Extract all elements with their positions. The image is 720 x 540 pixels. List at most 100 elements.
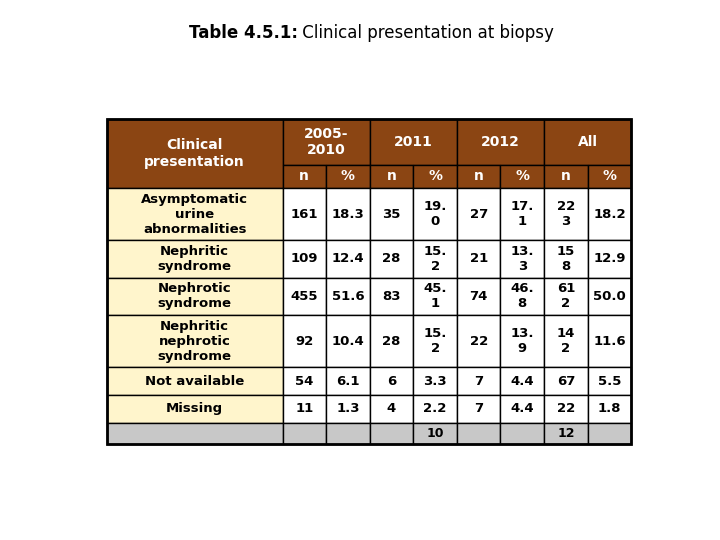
Text: 4: 4 <box>387 402 396 415</box>
Bar <box>369 278 413 315</box>
Bar <box>457 423 500 443</box>
Text: 28: 28 <box>382 253 401 266</box>
Text: %: % <box>603 170 616 184</box>
Text: 6: 6 <box>387 375 396 388</box>
Bar <box>326 165 369 188</box>
Text: 7: 7 <box>474 375 483 388</box>
Text: 15
8: 15 8 <box>557 245 575 273</box>
Bar <box>369 188 413 240</box>
Bar <box>457 119 544 165</box>
Text: Asymptomatic
urine
abnormalities: Asymptomatic urine abnormalities <box>141 193 248 236</box>
Text: %: % <box>428 170 442 184</box>
Bar <box>326 395 369 423</box>
Bar <box>107 395 282 423</box>
Text: 67: 67 <box>557 375 575 388</box>
Text: 19.
0: 19. 0 <box>423 200 447 228</box>
Text: Missing: Missing <box>166 402 223 415</box>
Bar <box>413 423 457 443</box>
Text: 83: 83 <box>382 290 401 303</box>
Text: Nephrotic
syndrome: Nephrotic syndrome <box>158 282 232 310</box>
Bar <box>369 367 413 395</box>
Text: 21: 21 <box>469 253 488 266</box>
Bar <box>588 367 631 395</box>
Text: 10: 10 <box>426 427 444 440</box>
Bar <box>544 240 588 278</box>
Bar <box>369 315 413 367</box>
Text: 28: 28 <box>382 335 401 348</box>
Bar <box>326 367 369 395</box>
Text: Not available: Not available <box>145 375 244 388</box>
Text: n: n <box>387 170 397 184</box>
Text: n: n <box>474 170 484 184</box>
Bar <box>369 240 413 278</box>
Text: %: % <box>341 170 355 184</box>
Bar <box>107 188 282 240</box>
Bar <box>457 240 500 278</box>
Bar <box>282 367 326 395</box>
Text: 161: 161 <box>291 208 318 221</box>
Bar <box>500 165 544 188</box>
Bar <box>107 367 282 395</box>
Text: 17.
1: 17. 1 <box>510 200 534 228</box>
Bar <box>326 315 369 367</box>
Bar <box>588 315 631 367</box>
Bar <box>107 240 282 278</box>
Bar <box>457 315 500 367</box>
Text: Clinical
presentation: Clinical presentation <box>144 138 245 168</box>
Bar <box>500 240 544 278</box>
Text: 13.
9: 13. 9 <box>510 327 534 355</box>
Bar <box>500 423 544 443</box>
Text: 12.4: 12.4 <box>332 253 364 266</box>
Bar <box>326 240 369 278</box>
Text: 4.4: 4.4 <box>510 402 534 415</box>
Text: 2012: 2012 <box>481 134 520 149</box>
Bar <box>413 240 457 278</box>
Text: 3.3: 3.3 <box>423 375 447 388</box>
Text: 13.
3: 13. 3 <box>510 245 534 273</box>
Text: Table 4.5.1:: Table 4.5.1: <box>189 24 298 42</box>
Text: Nephritic
nephrotic
syndrome: Nephritic nephrotic syndrome <box>158 320 232 362</box>
Bar <box>457 367 500 395</box>
Text: 18.3: 18.3 <box>331 208 364 221</box>
Bar <box>588 278 631 315</box>
Text: 2005-
2010: 2005- 2010 <box>304 126 348 157</box>
Text: 6.1: 6.1 <box>336 375 360 388</box>
Bar <box>107 119 631 443</box>
Bar <box>282 315 326 367</box>
Bar <box>413 315 457 367</box>
Bar <box>282 165 326 188</box>
Bar <box>369 423 413 443</box>
Text: 22
3: 22 3 <box>557 200 575 228</box>
Text: 1.3: 1.3 <box>336 402 360 415</box>
Text: 4.4: 4.4 <box>510 375 534 388</box>
Text: %: % <box>516 170 529 184</box>
Text: 61
2: 61 2 <box>557 282 575 310</box>
Bar <box>282 240 326 278</box>
Bar <box>369 165 413 188</box>
Text: All: All <box>577 134 598 149</box>
Text: 12: 12 <box>557 427 575 440</box>
Text: n: n <box>300 170 310 184</box>
Text: 22: 22 <box>469 335 488 348</box>
Text: 7: 7 <box>474 402 483 415</box>
Text: 455: 455 <box>291 290 318 303</box>
Text: 27: 27 <box>469 208 488 221</box>
Text: 35: 35 <box>382 208 401 221</box>
Text: Clinical presentation at biopsy: Clinical presentation at biopsy <box>297 24 554 42</box>
Text: 5.5: 5.5 <box>598 375 621 388</box>
Bar <box>369 119 457 165</box>
Bar <box>457 165 500 188</box>
Text: 109: 109 <box>291 253 318 266</box>
Bar <box>500 367 544 395</box>
Text: 1.8: 1.8 <box>598 402 621 415</box>
Bar <box>500 188 544 240</box>
Bar <box>413 367 457 395</box>
Bar <box>588 240 631 278</box>
Text: 92: 92 <box>295 335 313 348</box>
Text: 2011: 2011 <box>394 134 433 149</box>
Bar <box>544 165 588 188</box>
Text: 54: 54 <box>295 375 313 388</box>
Bar <box>282 423 326 443</box>
Text: 11: 11 <box>295 402 313 415</box>
Bar <box>457 188 500 240</box>
